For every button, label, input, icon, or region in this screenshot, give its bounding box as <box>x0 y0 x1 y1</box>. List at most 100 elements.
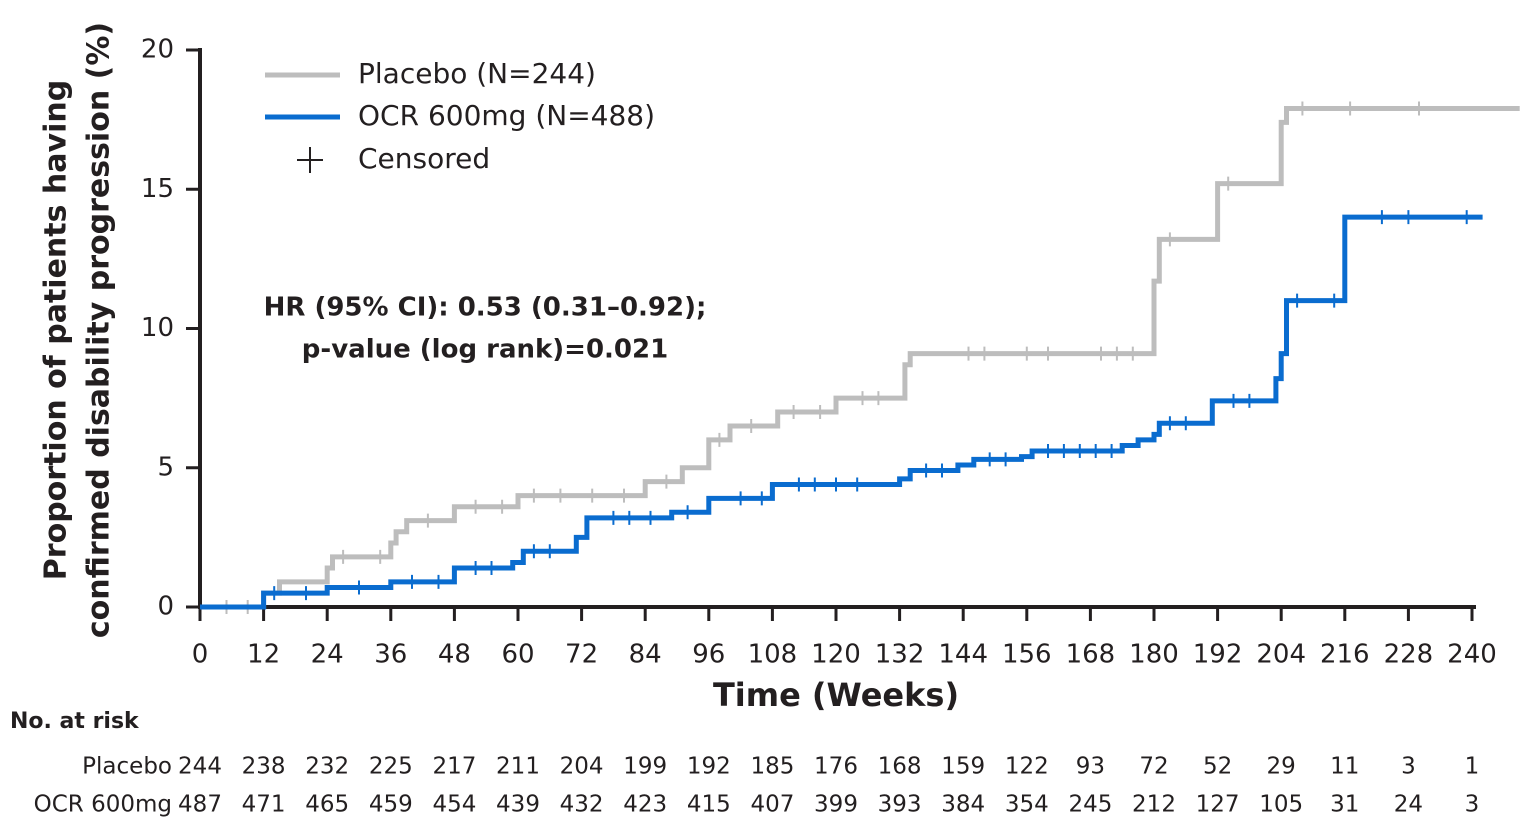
y-tick-label: 5 <box>157 452 174 482</box>
censor-mark <box>793 477 804 492</box>
censor-mark <box>555 488 566 503</box>
y-tick-label: 10 <box>141 313 174 343</box>
legend-label: OCR 600mg (N=488) <box>358 99 655 132</box>
censor-mark <box>1043 346 1053 361</box>
censor-mark <box>1111 346 1122 361</box>
censor-mark <box>788 405 799 420</box>
risk-value: 393 <box>878 792 922 818</box>
risk-value: 1 <box>1465 754 1480 780</box>
risk-value: 105 <box>1259 792 1303 818</box>
risk-value: 471 <box>242 792 286 818</box>
x-tick-label: 120 <box>811 640 861 670</box>
x-tick-label: 144 <box>938 640 988 670</box>
survival-curve <box>200 105 1520 610</box>
y-tick-label: 15 <box>141 174 174 204</box>
risk-value: 199 <box>623 754 667 780</box>
censor-mark <box>1106 444 1117 459</box>
risk-value: 192 <box>687 754 731 780</box>
risk-value: 439 <box>496 792 540 818</box>
censor-mark <box>1164 232 1175 247</box>
x-tick-label: 192 <box>1193 640 1243 670</box>
risk-row-label: Placebo <box>82 754 172 780</box>
censor-mark <box>1461 210 1472 225</box>
censor-mark <box>1297 101 1308 116</box>
legend-label: Censored <box>358 142 490 175</box>
censor-mark <box>756 491 767 506</box>
censor-mark <box>1090 444 1101 459</box>
censor-mark <box>735 491 746 506</box>
risk-table-title: No. at risk <box>10 709 140 734</box>
censor-mark <box>645 510 656 525</box>
annotation: HR (95% CI): 0.53 (0.31–0.92); <box>264 293 707 323</box>
censor-mark <box>963 346 974 361</box>
risk-value: 459 <box>369 792 413 818</box>
risk-value: 415 <box>687 792 731 818</box>
risk-value: 487 <box>178 792 222 818</box>
risk-value: 52 <box>1203 754 1232 780</box>
censor-mark <box>528 488 539 503</box>
y-axis-label-line: confirmed disability progression (%) <box>82 22 117 638</box>
censor-mark <box>1376 210 1387 225</box>
x-tick-label: 156 <box>1002 640 1052 670</box>
censor-mark <box>624 510 635 525</box>
censor-mark <box>1292 293 1303 308</box>
censor-mark <box>852 477 863 492</box>
risk-value: 225 <box>369 754 413 780</box>
censor-mark <box>338 549 349 564</box>
censor-mark <box>301 586 311 601</box>
censor-mark <box>1414 101 1424 116</box>
censor-mark <box>407 574 417 589</box>
censor-mark <box>857 391 868 406</box>
x-tick-label: 72 <box>565 640 598 670</box>
censor-mark <box>984 452 995 467</box>
risk-value: 245 <box>1068 792 1112 818</box>
risk-value: 432 <box>560 792 604 818</box>
survival-curve <box>200 214 1483 610</box>
legend-label: Placebo (N=244) <box>358 57 596 90</box>
risk-value: 3 <box>1401 754 1416 780</box>
x-tick-label: 24 <box>311 640 344 670</box>
censor-mark <box>486 561 497 576</box>
censor-mark <box>528 544 539 559</box>
risk-value: 168 <box>878 754 922 780</box>
risk-value: 212 <box>1132 792 1176 818</box>
censor-mark <box>433 574 444 589</box>
risk-value: 465 <box>305 792 349 818</box>
risk-value: 72 <box>1139 754 1168 780</box>
censor-mark <box>921 463 932 478</box>
risk-value: 185 <box>750 754 794 780</box>
x-tick-label: 180 <box>1129 640 1179 670</box>
risk-value: 159 <box>941 754 985 780</box>
censor-mark <box>497 499 508 514</box>
censor-mark <box>979 346 990 361</box>
censored-legend-symbol <box>297 147 323 173</box>
censor-mark <box>1000 452 1011 467</box>
censor-mark <box>1058 444 1069 459</box>
x-tick-label: 36 <box>374 640 407 670</box>
risk-value: 217 <box>432 754 476 780</box>
risk-value: 454 <box>432 792 476 818</box>
censor-mark <box>1043 444 1053 459</box>
y-tick-label: 20 <box>141 35 174 65</box>
censor-mark <box>470 561 481 576</box>
risk-value: 232 <box>305 754 349 780</box>
x-tick-label: 48 <box>438 640 471 670</box>
censor-mark <box>809 477 820 492</box>
x-tick-label: 12 <box>247 640 280 670</box>
risk-value: 211 <box>496 754 540 780</box>
risk-value: 11 <box>1330 754 1359 780</box>
censor-mark <box>661 474 672 489</box>
x-tick-label: 84 <box>629 640 662 670</box>
risk-row-label: OCR 600mg <box>34 792 172 818</box>
x-tick-label: 240 <box>1447 640 1497 670</box>
censor-mark <box>1180 416 1191 431</box>
censor-mark <box>619 488 629 503</box>
censor-mark <box>544 544 555 559</box>
censor-mark <box>937 463 947 478</box>
censor-mark <box>375 549 386 564</box>
risk-value: 122 <box>1005 754 1049 780</box>
risk-value: 354 <box>1005 792 1049 818</box>
risk-value: 423 <box>623 792 667 818</box>
risk-value: 238 <box>242 754 286 780</box>
